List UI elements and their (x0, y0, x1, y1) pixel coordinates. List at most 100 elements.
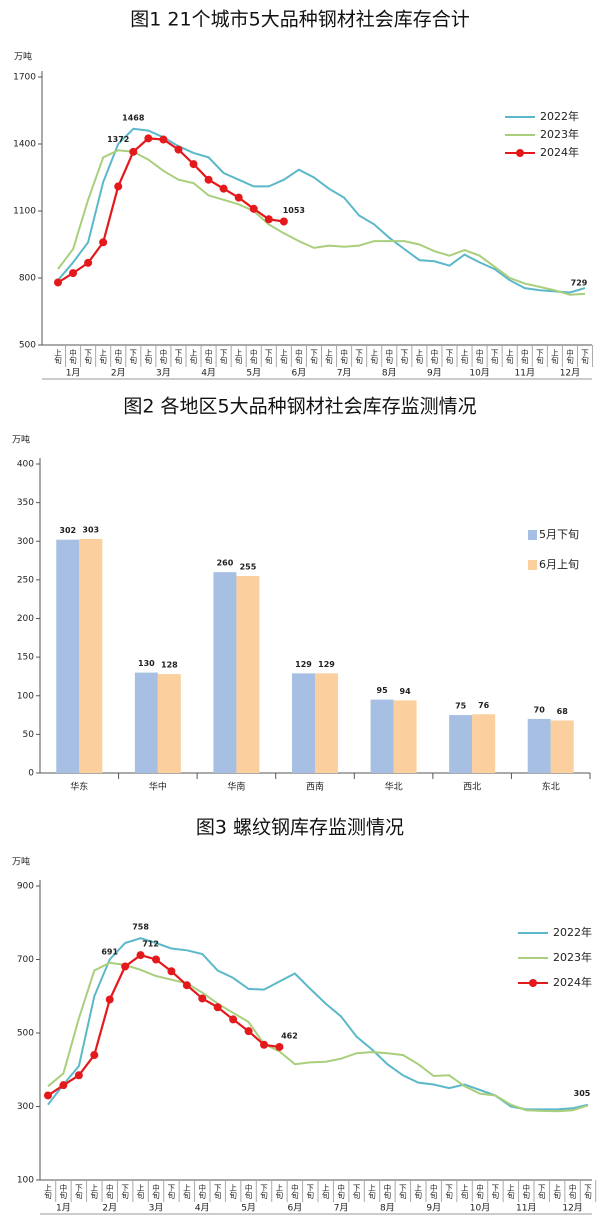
x-tick-label: 上旬 (460, 1184, 469, 1201)
bar (79, 538, 103, 773)
x-tick-label: 下旬 (535, 349, 544, 366)
x-tick-label: 下旬 (120, 1184, 129, 1201)
x-tick-label: 中旬 (385, 348, 394, 366)
y-tick-label: 300 (17, 537, 34, 547)
data-label: 129 (295, 660, 312, 669)
y-tick-label: 800 (19, 274, 36, 284)
x-tick-label: 下旬 (213, 1184, 222, 1201)
point-marker (198, 994, 207, 1003)
x-tick-label: 中旬 (336, 1183, 345, 1201)
x-tick-label: 上旬 (414, 1184, 423, 1201)
data-label: 303 (82, 525, 99, 534)
x-tick-label: 下旬 (444, 1184, 453, 1201)
x-tick-label: 中旬 (244, 1183, 253, 1201)
x-tick-label: 中旬 (151, 1183, 160, 1201)
x-tick-label: 中旬 (105, 1183, 114, 1201)
x-tick-label: 华北 (385, 781, 403, 793)
point-marker (249, 204, 258, 213)
data-label: 95 (377, 686, 389, 695)
point-marker (279, 217, 288, 226)
x-tick-label: 上旬 (367, 1184, 376, 1201)
month-label: 11月 (515, 368, 535, 379)
x-tick-label: 上旬 (506, 1184, 515, 1201)
point-marker (44, 1091, 52, 1100)
x-tick-label: 上旬 (324, 349, 333, 366)
data-label: 94 (400, 687, 412, 696)
data-label: 302 (59, 526, 76, 535)
bar (315, 673, 338, 773)
point-marker (234, 193, 243, 202)
month-label: 2月 (111, 368, 126, 379)
month-label: 6月 (292, 368, 307, 379)
data-label: 691 (101, 947, 118, 956)
x-tick-label: 中旬 (568, 1183, 577, 1201)
point-marker (144, 134, 153, 143)
legend-label: 2022年 (540, 109, 579, 123)
data-label: 68 (557, 707, 569, 716)
bar (449, 715, 473, 773)
data-label: 758 (132, 923, 149, 932)
point-marker (213, 1003, 222, 1012)
legend-label: 2023年 (553, 950, 592, 964)
bar (472, 714, 496, 773)
data-label: 260 (217, 559, 234, 568)
x-tick-label: 下旬 (445, 349, 454, 366)
x-tick-label: 下旬 (219, 349, 228, 366)
y-axis-label: 万吨 (12, 856, 30, 868)
bar (292, 673, 315, 773)
legend-label: 2023年 (540, 127, 579, 141)
x-tick-label: 华中 (149, 781, 167, 793)
point-marker (84, 258, 93, 267)
point-marker (114, 182, 123, 191)
x-tick-label: 中旬 (565, 348, 574, 366)
data-label: 255 (240, 563, 257, 572)
point-marker (69, 269, 78, 278)
point-marker (152, 955, 160, 964)
x-tick-label: 中旬 (113, 348, 122, 366)
data-label: 729 (571, 278, 588, 287)
point-marker (204, 175, 213, 184)
x-tick-label: 下旬 (354, 349, 363, 366)
x-tick-label: 上旬 (228, 1184, 237, 1201)
x-tick-label: 下旬 (400, 349, 409, 366)
bar (527, 718, 551, 773)
x-tick-label: 上旬 (182, 1184, 191, 1201)
month-label: 8月 (382, 368, 397, 379)
month-label: 7月 (334, 1203, 349, 1214)
x-tick-label: 下旬 (309, 349, 318, 366)
x-tick-label: 上旬 (369, 349, 378, 366)
x-tick-label: 上旬 (53, 349, 62, 366)
y-tick-label: 1100 (13, 207, 36, 217)
legend-label: 2022年 (553, 925, 592, 939)
x-tick-label: 中旬 (475, 1183, 484, 1201)
month-label: 10月 (469, 368, 489, 379)
month-label: 4月 (195, 1203, 210, 1214)
point-marker (90, 1051, 99, 1060)
point-marker (260, 1040, 268, 1049)
y-tick-label: 1700 (13, 73, 36, 83)
y-tick-label: 50 (23, 730, 35, 740)
x-tick-label: 上旬 (415, 349, 424, 366)
legend-marker (516, 149, 524, 157)
bar (134, 672, 158, 773)
y-tick-label: 500 (17, 1029, 34, 1039)
point-marker (129, 147, 138, 156)
y-tick-label: 700 (17, 955, 34, 965)
bar (56, 539, 80, 773)
x-tick-label: 西南 (306, 781, 324, 793)
y-tick-label: 250 (17, 575, 34, 585)
series-line (47, 961, 589, 1113)
point-marker (264, 215, 273, 224)
y-tick-label: 100 (17, 1176, 34, 1186)
x-tick-label: 中旬 (430, 348, 439, 366)
legend-label: 5月下旬 (539, 528, 579, 541)
month-label: 12月 (562, 1203, 582, 1214)
series-line (47, 953, 280, 1097)
x-tick-label: 上旬 (505, 349, 514, 366)
point-marker (99, 238, 108, 247)
point-marker (189, 160, 198, 169)
point-marker (219, 184, 228, 193)
x-tick-label: 下旬 (74, 1184, 83, 1201)
series-line (57, 137, 285, 284)
x-tick-label: 上旬 (279, 349, 288, 366)
